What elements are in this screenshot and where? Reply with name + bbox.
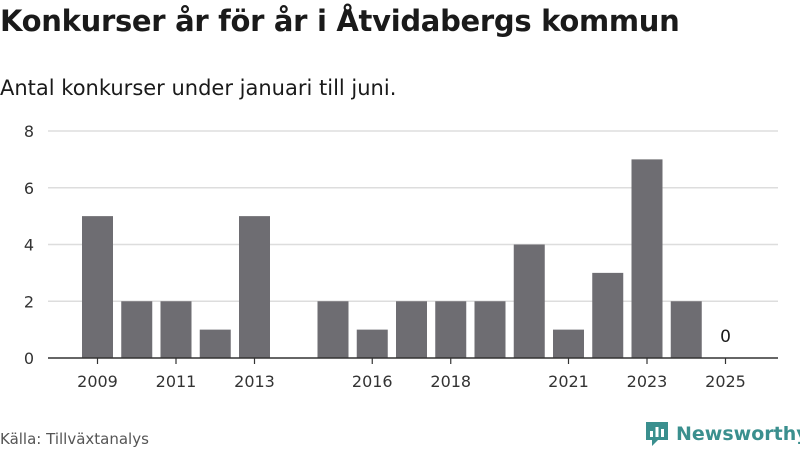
x-tick-label-2011: 2011 xyxy=(156,372,197,391)
bar-2013 xyxy=(239,216,270,358)
chart-title: Konkurser år för år i Åtvidabergs kommun xyxy=(0,4,680,38)
bar-2018 xyxy=(435,301,467,358)
y-tick-label-0: 0 xyxy=(24,349,34,368)
bar-2024 xyxy=(670,301,702,358)
bar-2023 xyxy=(631,159,663,358)
bar-2016 xyxy=(356,329,388,358)
bar-2022 xyxy=(592,272,624,358)
bar-2017 xyxy=(396,301,427,358)
y-tick-label-8: 8 xyxy=(24,122,34,141)
bar-2012 xyxy=(199,329,231,358)
bar-2020 xyxy=(513,244,545,358)
source-note: Källa: Tillväxtanalys xyxy=(0,430,149,448)
brand-logo: Newsworthy xyxy=(644,420,800,448)
bar-2021 xyxy=(553,329,584,358)
x-tick-label-2021: 2021 xyxy=(548,372,589,391)
grid-lines xyxy=(48,130,778,302)
x-tick-label-2013: 2013 xyxy=(234,372,275,391)
axes xyxy=(48,357,778,364)
y-tick-label-6: 6 xyxy=(24,179,34,198)
chart-subtitle: Antal konkurser under januari till juni. xyxy=(0,76,397,100)
bar-chart: 0 2 4 6 8 2009 2011 2013 2016 2018 2021 2023 2025 0 xyxy=(24,122,778,391)
data-label-2025: 0 xyxy=(720,327,731,347)
bar-chart-logo-icon xyxy=(646,422,668,446)
bar-2009 xyxy=(82,216,113,358)
x-tick-label-2009: 2009 xyxy=(77,372,118,391)
y-tick-label-2: 2 xyxy=(24,292,34,311)
x-tick-label-2023: 2023 xyxy=(627,372,668,391)
bar-2019 xyxy=(474,301,506,358)
x-tick-label-2025: 2025 xyxy=(705,372,746,391)
x-tick-label-2016: 2016 xyxy=(352,372,393,391)
bar-2011 xyxy=(160,301,192,358)
labels: 0 2 4 6 8 2009 2011 2013 2016 2018 2021 2023 2025 0 xyxy=(24,122,746,391)
y-tick-label-4: 4 xyxy=(24,236,34,255)
x-tick-label-2018: 2018 xyxy=(430,372,471,391)
bar-2015 xyxy=(317,301,349,358)
bar-2010 xyxy=(121,301,153,358)
bars xyxy=(82,159,702,358)
brand-name: Newsworthy xyxy=(676,423,800,445)
